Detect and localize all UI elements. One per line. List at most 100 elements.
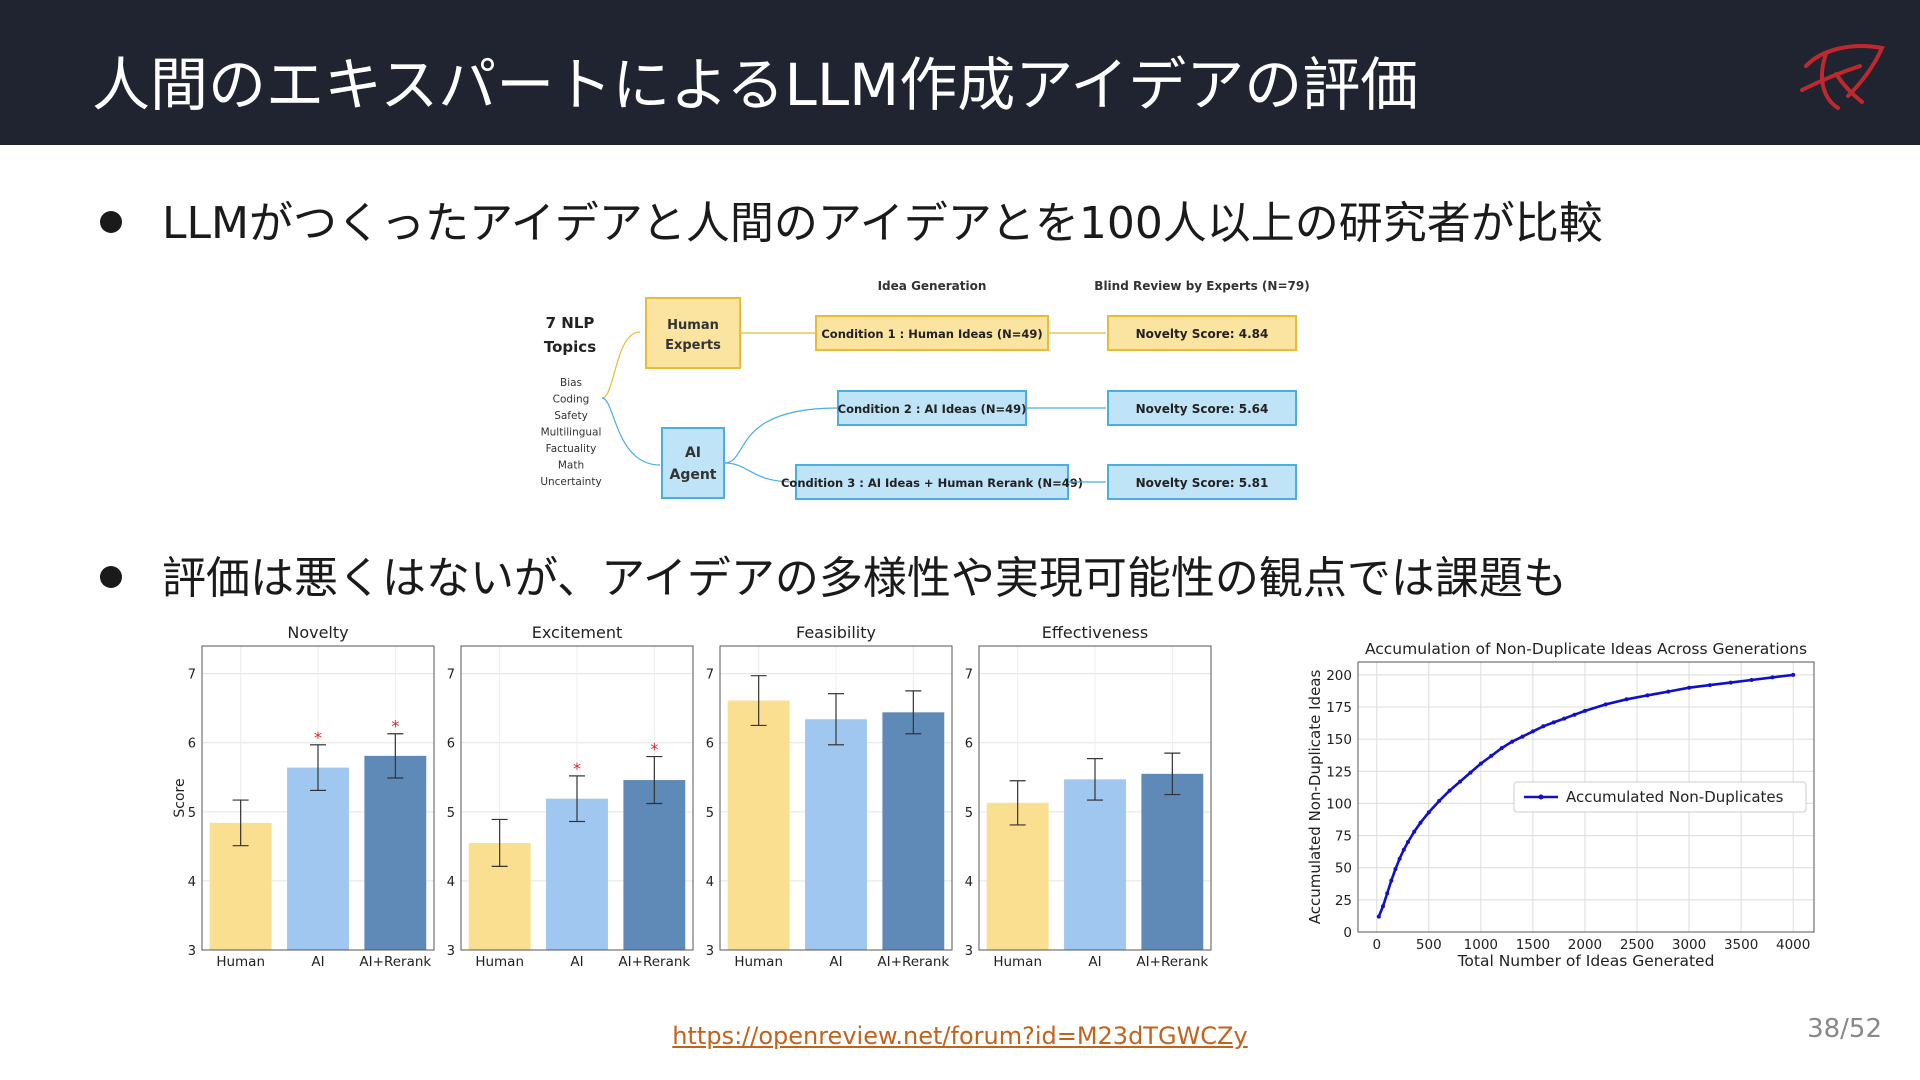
bar-panel-frame	[978, 645, 1212, 951]
bar-x-tick-label: Human	[993, 954, 1042, 970]
bullet-dot-icon	[100, 566, 122, 588]
topics-title: 7 NLP	[546, 314, 595, 332]
accumulation-line-chart: Accumulation of Non-Duplicate Ideas Acro…	[1306, 640, 1815, 970]
bar-panel-frame	[201, 645, 435, 951]
series-point	[1393, 867, 1398, 871]
score-bar-charts: Novelty Score 3 4 5 6 7 Human * AI * AI+Rerank Excit…	[172, 623, 1212, 970]
series-point	[1541, 724, 1546, 729]
human-experts-node	[645, 297, 741, 369]
series-point	[1397, 856, 1402, 861]
series-point	[1707, 683, 1712, 688]
brand-logo-icon	[1800, 44, 1885, 110]
bar	[1064, 779, 1126, 950]
bullet-2-text: 評価は悪くはないが、アイデアの多様性や実現可能性の観点では課題も	[162, 553, 1567, 604]
line-y-tick-label: 75	[1335, 829, 1352, 845]
human-experts-label: Human	[667, 318, 719, 333]
bar	[727, 700, 790, 950]
topics-title: Topics	[544, 338, 596, 356]
bar-y-tick-label: 5	[965, 806, 973, 821]
topic-item: Math	[558, 460, 584, 472]
series-point	[1687, 685, 1692, 690]
line-y-tick-label: 150	[1326, 732, 1352, 748]
series-point	[1530, 729, 1535, 734]
bar-y-tick-label: 6	[706, 737, 714, 752]
slide-header: 人間のエキスパートによるLLM作成アイデアの評価	[0, 0, 1920, 145]
novelty-score-label: Novelty Score: 5.64	[1136, 402, 1269, 416]
series-point	[1510, 739, 1515, 744]
bar-y-tick-label: 3	[188, 944, 196, 959]
line-y-axis-label: Accumulated Non-Duplicate Ideas	[1306, 670, 1324, 925]
line-x-tick-label: 1500	[1516, 937, 1550, 953]
human-experts-label: Experts	[665, 338, 721, 353]
condition-label: Condition 2 : AI Ideas (N=49)	[838, 402, 1027, 416]
bar-x-tick-label: Human	[216, 954, 265, 970]
bar-x-tick-label: AI	[311, 954, 324, 970]
significance-star: *	[391, 717, 399, 736]
bar-panel-title: Feasibility	[796, 623, 876, 642]
series-point	[1447, 788, 1452, 793]
slide-title: 人間のエキスパートによるLLM作成アイデアの評価	[92, 51, 1419, 119]
bar-x-tick-label: AI	[570, 954, 583, 970]
bar-y-tick-label: 7	[447, 668, 455, 683]
line-x-tick-label: 2500	[1620, 937, 1654, 953]
series-point	[1562, 716, 1567, 721]
ai-agent-label: Agent	[669, 467, 716, 483]
series-point	[1603, 702, 1608, 707]
bar-y-tick-label: 7	[965, 668, 973, 683]
line-y-tick-label: 25	[1335, 893, 1352, 909]
condition-label: Condition 1 : Human Ideas (N=49)	[821, 327, 1042, 341]
line-x-tick-label: 3500	[1724, 937, 1758, 953]
bar-x-tick-label: AI+Rerank	[1136, 954, 1208, 970]
bar-x-tick-label: Human	[734, 954, 783, 970]
source-link[interactable]: https://openreview.net/forum?id=M23dTGWC…	[672, 1022, 1248, 1050]
bar	[287, 767, 349, 950]
topic-item: Multilingual	[541, 427, 602, 439]
topic-item: Bias	[560, 377, 582, 389]
bar-x-tick-label: AI	[829, 954, 842, 970]
bar	[364, 755, 427, 950]
legend-box	[1513, 781, 1807, 813]
series-point	[1478, 761, 1483, 766]
bar-panel-title: Excitement	[532, 623, 623, 642]
line-y-tick-label: 125	[1326, 764, 1352, 780]
line-y-tick-label: 200	[1326, 668, 1352, 684]
bar-y-tick-label: 4	[447, 875, 455, 890]
bar-y-tick-label: 4	[188, 875, 196, 890]
topic-item: Safety	[554, 410, 588, 422]
series-point	[1412, 829, 1417, 834]
series-point	[1791, 672, 1796, 677]
ai-agent-node	[661, 427, 725, 499]
bar-y-tick-label: 7	[188, 668, 196, 683]
series-point	[1645, 693, 1650, 698]
novelty-score-label: Novelty Score: 5.81	[1136, 476, 1269, 490]
bar	[1141, 773, 1204, 950]
series-point	[1376, 914, 1381, 919]
bar-panel-frame	[719, 645, 953, 951]
line-x-tick-label: 500	[1416, 937, 1442, 953]
novelty-score-label: Novelty Score: 4.84	[1136, 327, 1269, 341]
series-point	[1405, 840, 1410, 844]
condition-label: Condition 3 : AI Ideas + Human Rerank (N…	[781, 476, 1083, 490]
novelty-score-box	[1107, 464, 1297, 500]
series-point	[1624, 697, 1629, 702]
bar-panel-title: Effectiveness	[1042, 623, 1148, 642]
bar-y-tick-label: 6	[447, 737, 455, 752]
legend-marker	[1538, 794, 1544, 800]
series-point	[1389, 878, 1394, 883]
novelty-score-box	[1107, 315, 1297, 351]
bullet-2: 評価は悪くはないが、アイデアの多様性や実現可能性の観点では課題も	[100, 542, 1567, 606]
topic-item: Uncertainty	[540, 476, 601, 488]
line-y-tick-label: 175	[1326, 700, 1352, 716]
arrow-ai-cond2	[723, 407, 839, 464]
series-point	[1380, 904, 1385, 909]
series-point	[1489, 753, 1494, 758]
bar-y-tick-label: 6	[965, 737, 973, 752]
line-x-tick-label: 4000	[1776, 937, 1810, 953]
column-header-review: Blind Review by Experts (N=79)	[1094, 279, 1309, 293]
study-design-diagram: 7 NLP Topics Bias Coding Safety Multilingual F…	[540, 279, 1310, 500]
series-point	[1401, 847, 1406, 852]
line-y-tick-label: 50	[1335, 861, 1352, 877]
series-point	[1666, 689, 1671, 694]
bar	[623, 780, 686, 950]
line-y-tick-label: 0	[1343, 925, 1352, 941]
